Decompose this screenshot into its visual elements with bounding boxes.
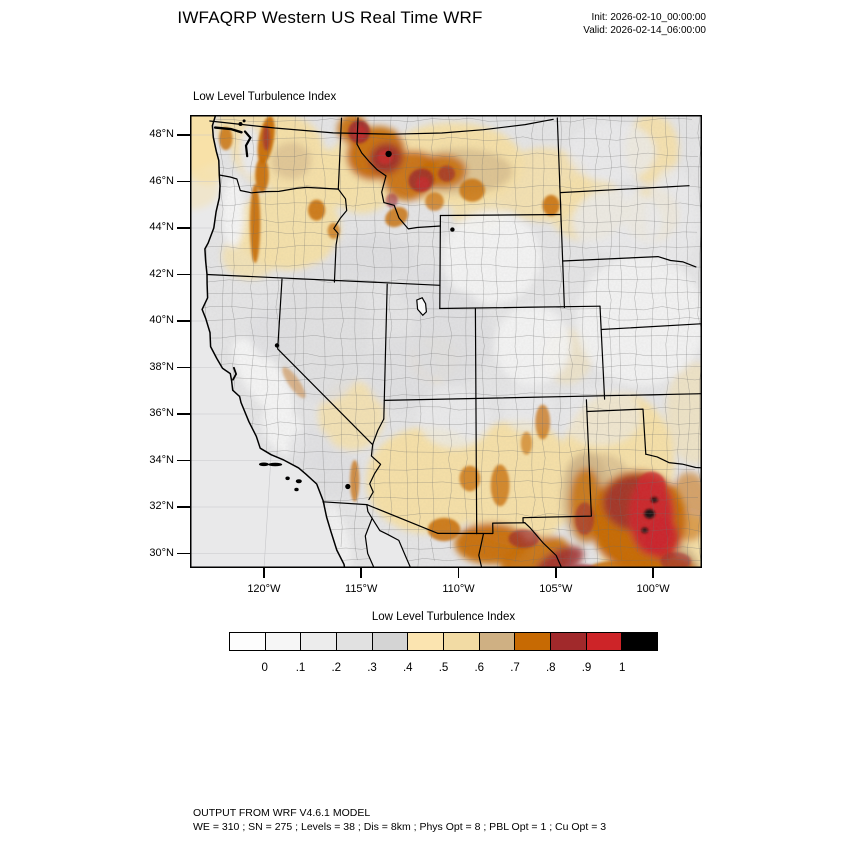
lat-tick-mark [177, 273, 190, 276]
lat-tick-label: 34°N [149, 453, 174, 466]
colorbar-cell [550, 633, 586, 650]
colorbar-cell [407, 633, 444, 650]
colorbar-title: Low Level Turbulence Index [371, 611, 516, 623]
lat-tick-mark [177, 506, 190, 508]
lon-tick-mark [652, 568, 654, 578]
lat-tick-label: 38°N [149, 360, 174, 373]
field-subtitle: Low Level Turbulence Index [193, 91, 337, 103]
colorbar-tick-label: 1 [619, 662, 626, 674]
colorbar-cell [371, 633, 408, 650]
lat-tick-label: 36°N [149, 407, 174, 419]
colorbar-cell [621, 633, 658, 650]
lon-tick-label: 115°W [345, 583, 378, 595]
colorbar-cell [585, 633, 622, 650]
lon-tick-mark [360, 568, 362, 578]
colorbar-cell [230, 633, 265, 650]
lat-tick-label: 32°N [149, 500, 174, 512]
lat-tick-label: 40°N [149, 314, 174, 326]
colorbar-tick-label: .4 [402, 662, 413, 674]
colorbar-tick-label: .8 [545, 662, 556, 674]
colorbar-cell [478, 633, 515, 650]
lat-tick-label: 42°N [149, 267, 174, 280]
lon-tick-label: 110°W [442, 583, 475, 595]
lon-tick-mark [555, 568, 557, 578]
lon-tick-label: 105°W [539, 583, 573, 595]
lat-tick-label: 48°N [149, 128, 174, 140]
lat-tick-label: 44°N [149, 221, 174, 233]
page-title: IWFAQRP Western US Real Time WRF [177, 8, 483, 27]
lat-tick-mark [177, 552, 190, 555]
colorbar-tick-label: .3 [367, 662, 377, 674]
lat-tick-mark [177, 180, 190, 183]
lon-tick-mark [457, 568, 460, 578]
lat-tick-label: 46°N [149, 174, 174, 187]
colorbar-cell [264, 633, 301, 650]
colorbar-tick-label: .6 [474, 662, 485, 674]
lon-tick-mark [263, 568, 265, 578]
colorbar-cell [443, 633, 479, 650]
footer-config-line: WE = 310 ; SN = 275 ; Levels = 38 ; Dis … [193, 821, 607, 833]
lat-tick-mark [177, 413, 190, 415]
colorbar-cell [300, 633, 337, 650]
colorbar-scale [229, 632, 658, 651]
valid-timestamp: Valid: 2026-02-14_06:00:00 [583, 25, 706, 36]
colorbar-tick-label: .2 [331, 662, 342, 674]
lat-tick-label: 30°N [149, 546, 174, 559]
colorbar-cell [336, 633, 372, 650]
colorbar-tick-label: 0 [261, 662, 268, 674]
lon-tick-label: 100°W [636, 583, 670, 595]
lat-tick-mark [177, 134, 190, 136]
colorbar-cell [514, 633, 551, 650]
lat-tick-mark [177, 320, 190, 322]
colorbar-tick-label: .7 [510, 662, 520, 674]
turbulence-map-plot [190, 115, 702, 568]
colorbar-tick-label: .5 [438, 662, 449, 674]
lat-tick-mark [177, 366, 190, 369]
colorbar-tick-label: .1 [295, 662, 306, 674]
init-valid-block: Init: 2026-02-10_00:00:00 Valid: 2026-02… [583, 11, 706, 37]
lon-tick-label: 120°W [247, 583, 281, 595]
lat-tick-mark [177, 227, 190, 229]
footer-model-line: OUTPUT FROM WRF V4.6.1 MODEL [193, 807, 371, 819]
lat-tick-mark [177, 459, 190, 462]
init-timestamp: Init: 2026-02-10_00:00:00 [591, 12, 706, 23]
colorbar-tick-label: .9 [581, 662, 592, 674]
